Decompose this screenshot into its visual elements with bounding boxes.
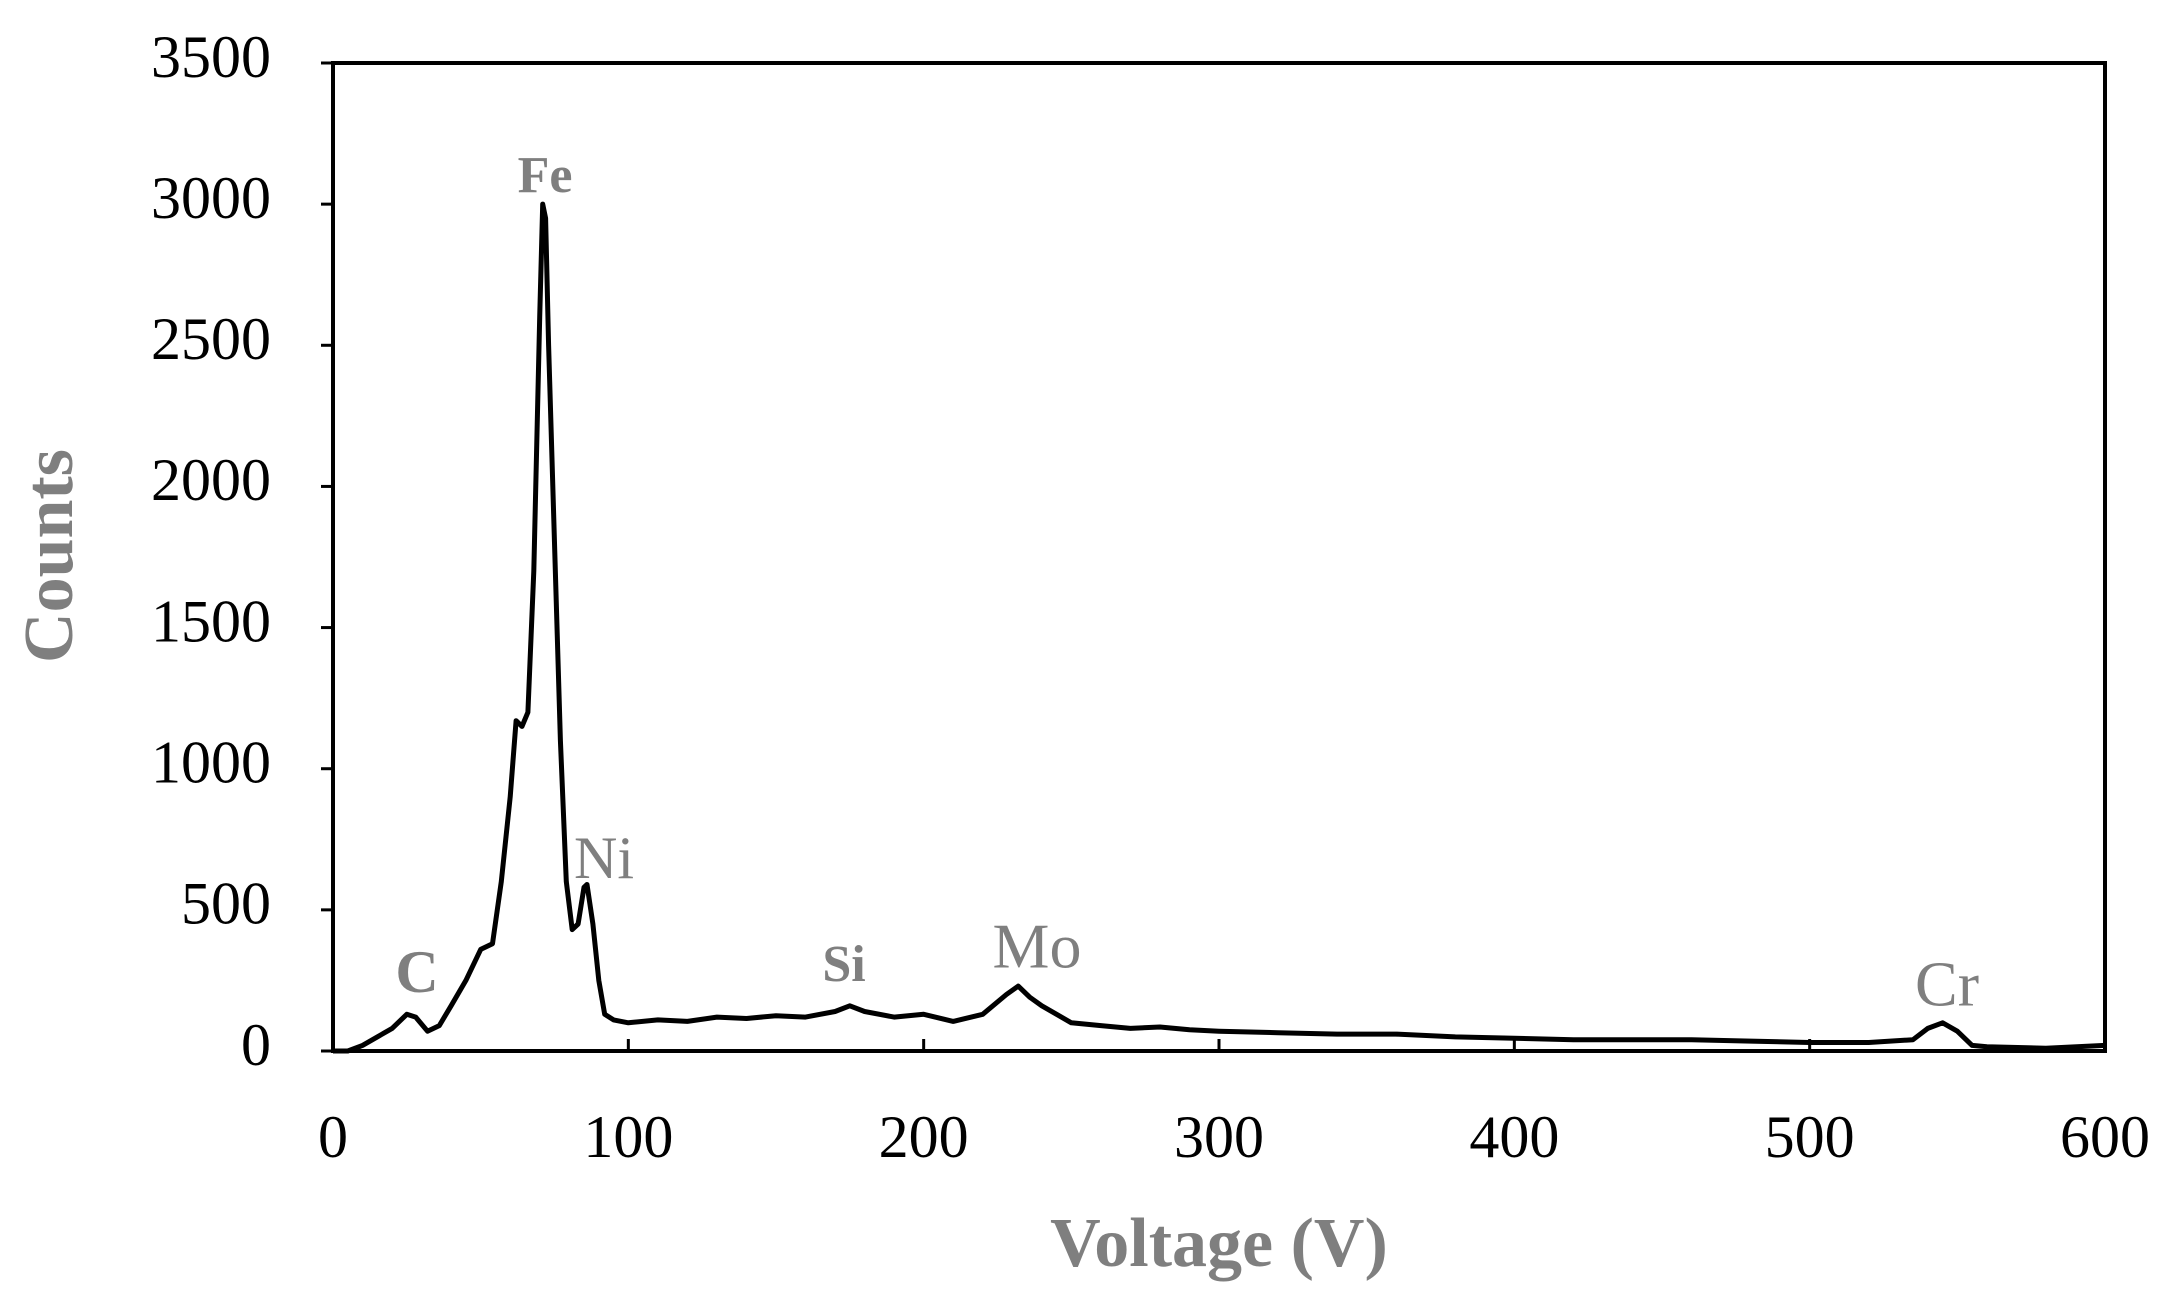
peak-label: Ni — [574, 825, 634, 891]
peak-label: Si — [822, 936, 865, 993]
x-axis-title: Voltage (V) — [1050, 1205, 1388, 1282]
y-tick-label: 1500 — [151, 588, 271, 654]
y-tick-label: 0 — [241, 1012, 271, 1078]
peak-label: Mo — [993, 911, 1082, 982]
y-tick-label: 3000 — [151, 165, 271, 231]
y-tick-label: 1000 — [151, 729, 271, 795]
peak-label: Cr — [1915, 949, 1979, 1020]
peak-label: Fe — [518, 147, 573, 204]
plot-frame — [331, 61, 2107, 1053]
x-tick-label: 0 — [318, 1104, 348, 1170]
x-tick-label: 100 — [583, 1104, 673, 1170]
x-tick-label: 200 — [879, 1104, 969, 1170]
peak-label: C — [395, 939, 438, 1005]
y-tick-label: 500 — [181, 871, 271, 937]
x-tick-label: 300 — [1174, 1104, 1264, 1170]
y-tick-label: 2500 — [151, 306, 271, 372]
x-tick-label: 400 — [1469, 1104, 1559, 1170]
y-tick-label: 2000 — [151, 447, 271, 513]
x-tick-label: 600 — [2060, 1104, 2150, 1170]
spectrum-line — [333, 201, 2106, 1054]
y-tick-label: 3500 — [151, 24, 271, 90]
x-tick-label: 500 — [1765, 1104, 1855, 1170]
y-axis-title: Counts — [11, 449, 88, 663]
